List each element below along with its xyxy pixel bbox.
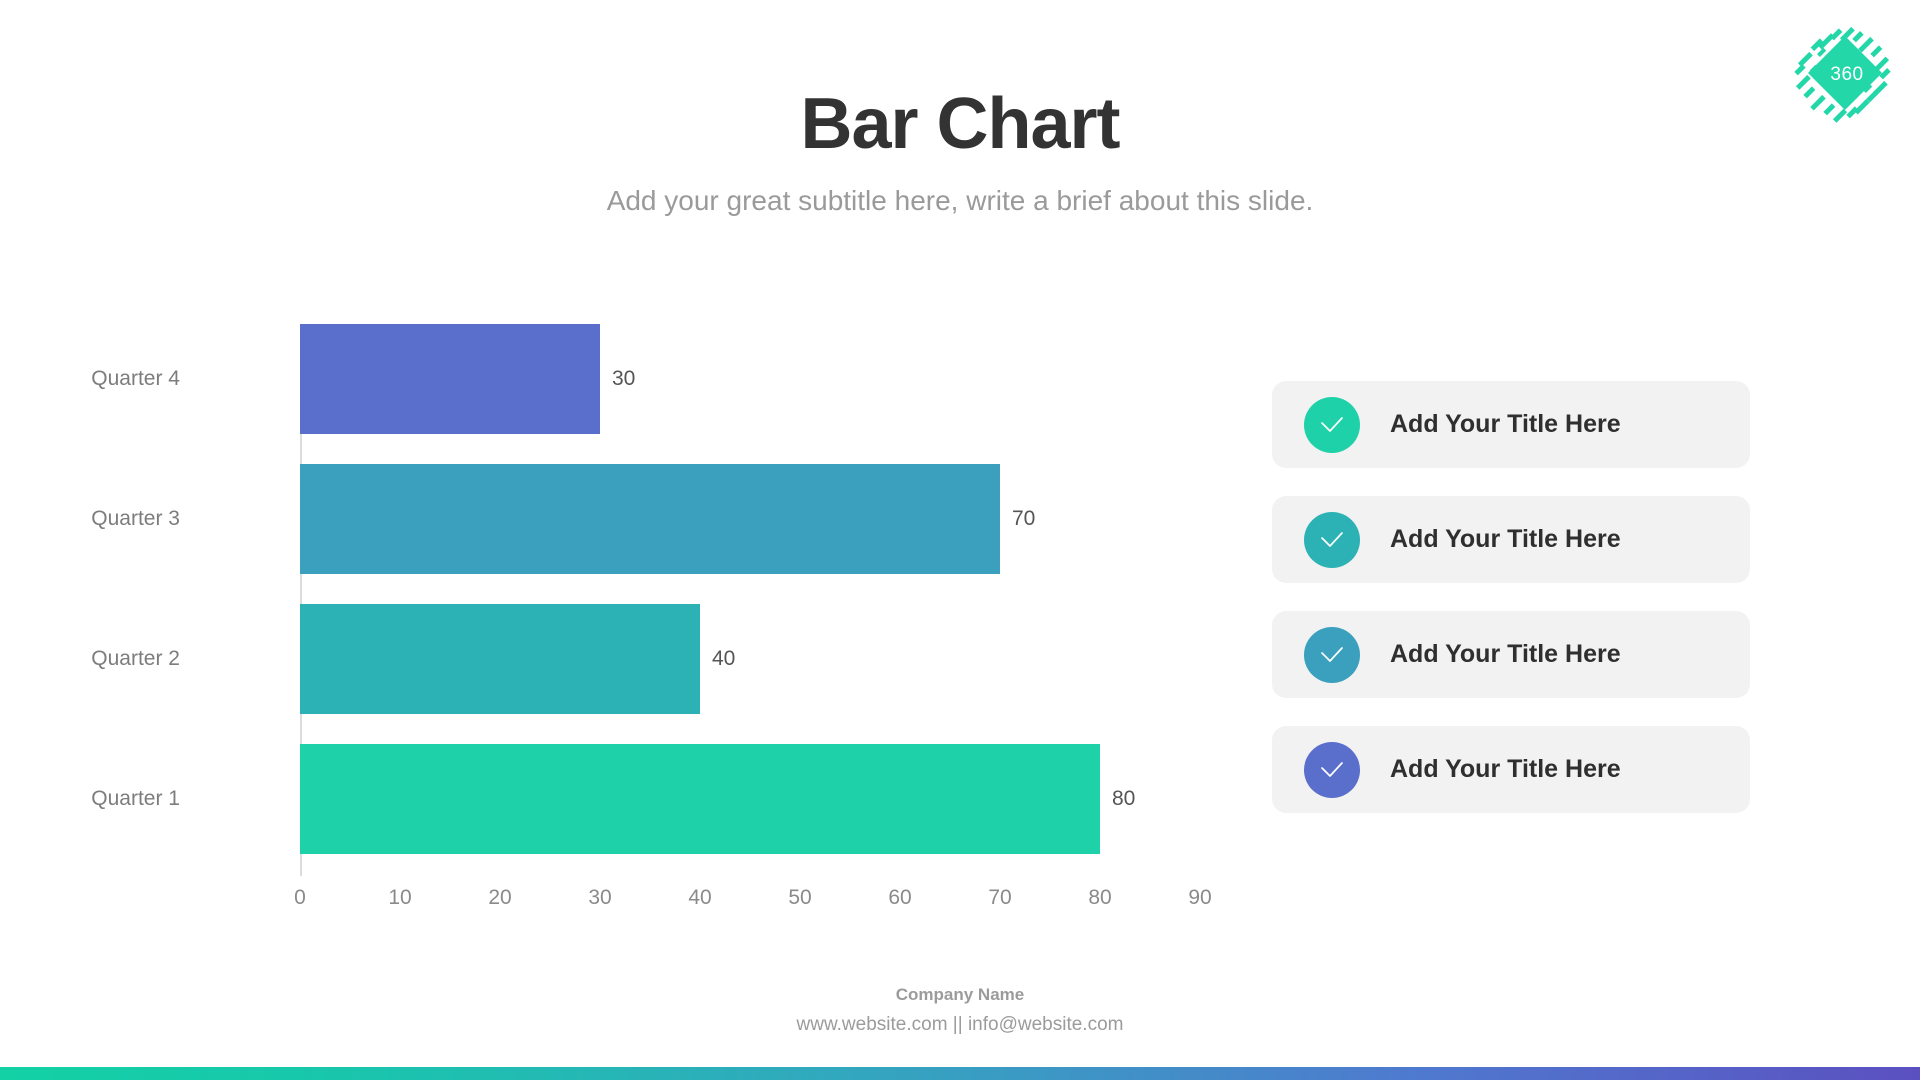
check-icon-badge [1304, 626, 1360, 683]
y-axis-line [300, 324, 302, 876]
category-label: Quarter 1 [91, 787, 180, 810]
x-axis-ticks: 0 10 20 30 40 50 60 70 80 90 [294, 886, 1212, 916]
bar-chart: Quarter 4 30 Quarter 3 70 Quarter 2 40 Quarter… [91, 320, 1212, 909]
check-icon-badge [1304, 511, 1360, 568]
feature-card[interactable]: Add Your Title Here [1272, 381, 1750, 468]
company-name: Company Name [895, 985, 1025, 1004]
x-tick-label: 60 [888, 886, 912, 909]
bar[interactable] [300, 464, 1000, 574]
feature-card-list: Add Your Title Here Add Your Title Here Ad… [1272, 381, 1750, 813]
feature-card-title: Add Your Title Here [1390, 525, 1621, 553]
x-tick-label: 30 [588, 886, 612, 909]
page-subtitle: Add your great subtitle here, write a br… [606, 185, 1314, 216]
bar[interactable] [300, 324, 600, 434]
bar-value-label: 40 [712, 647, 736, 670]
logo-text: 360 [1830, 64, 1864, 85]
logo-glitch-diamond-icon [1794, 26, 1891, 123]
x-tick-label: 20 [488, 886, 512, 909]
bar-value-label: 30 [612, 367, 636, 390]
page-title: Bar Chart [800, 84, 1120, 164]
category-label: Quarter 4 [91, 367, 180, 390]
website-contact: www.website.com || info@website.com [796, 1014, 1124, 1035]
slide-header: Bar Chart Add your great subtitle here, … [0, 88, 1920, 217]
check-icon [1321, 531, 1343, 547]
feature-card[interactable]: Add Your Title Here [1272, 726, 1750, 813]
bar-row: 80 [300, 744, 1135, 854]
bar[interactable] [300, 744, 1100, 854]
check-icon [1321, 646, 1343, 662]
x-tick-label: 50 [788, 886, 812, 909]
check-icon [1321, 761, 1343, 777]
bar-value-label: 70 [1012, 507, 1036, 530]
bar-row: 30 [300, 324, 635, 434]
bottom-gradient-bar [0, 1067, 1920, 1080]
check-icon [1321, 416, 1343, 432]
x-tick-label: 0 [294, 886, 306, 909]
feature-card[interactable]: Add Your Title Here [1272, 611, 1750, 698]
bar-value-label: 80 [1112, 787, 1136, 810]
logo-360: 360 [1790, 18, 1900, 128]
bar-row: 70 [300, 464, 1035, 574]
x-tick-label: 70 [988, 886, 1012, 909]
bar-row: 40 [300, 604, 735, 714]
category-label: Quarter 3 [91, 507, 180, 530]
x-tick-label: 90 [1188, 886, 1212, 909]
feature-card-title: Add Your Title Here [1390, 410, 1621, 438]
chart-plot-area: Quarter 4 30 Quarter 3 70 Quarter 2 40 Quarter… [91, 320, 1212, 909]
feature-card-title: Add Your Title Here [1390, 640, 1621, 668]
x-tick-label: 10 [388, 886, 412, 909]
check-icon-badge [1304, 396, 1360, 453]
feature-card[interactable]: Add Your Title Here [1272, 496, 1750, 583]
slide-footer: Company Name www.website.com || info@web… [0, 985, 1920, 1036]
feature-card-title: Add Your Title Here [1390, 755, 1621, 783]
bar[interactable] [300, 604, 700, 714]
check-icon-badge [1304, 741, 1360, 798]
x-tick-label: 40 [688, 886, 712, 909]
x-tick-label: 80 [1088, 886, 1112, 909]
category-label: Quarter 2 [91, 647, 180, 670]
